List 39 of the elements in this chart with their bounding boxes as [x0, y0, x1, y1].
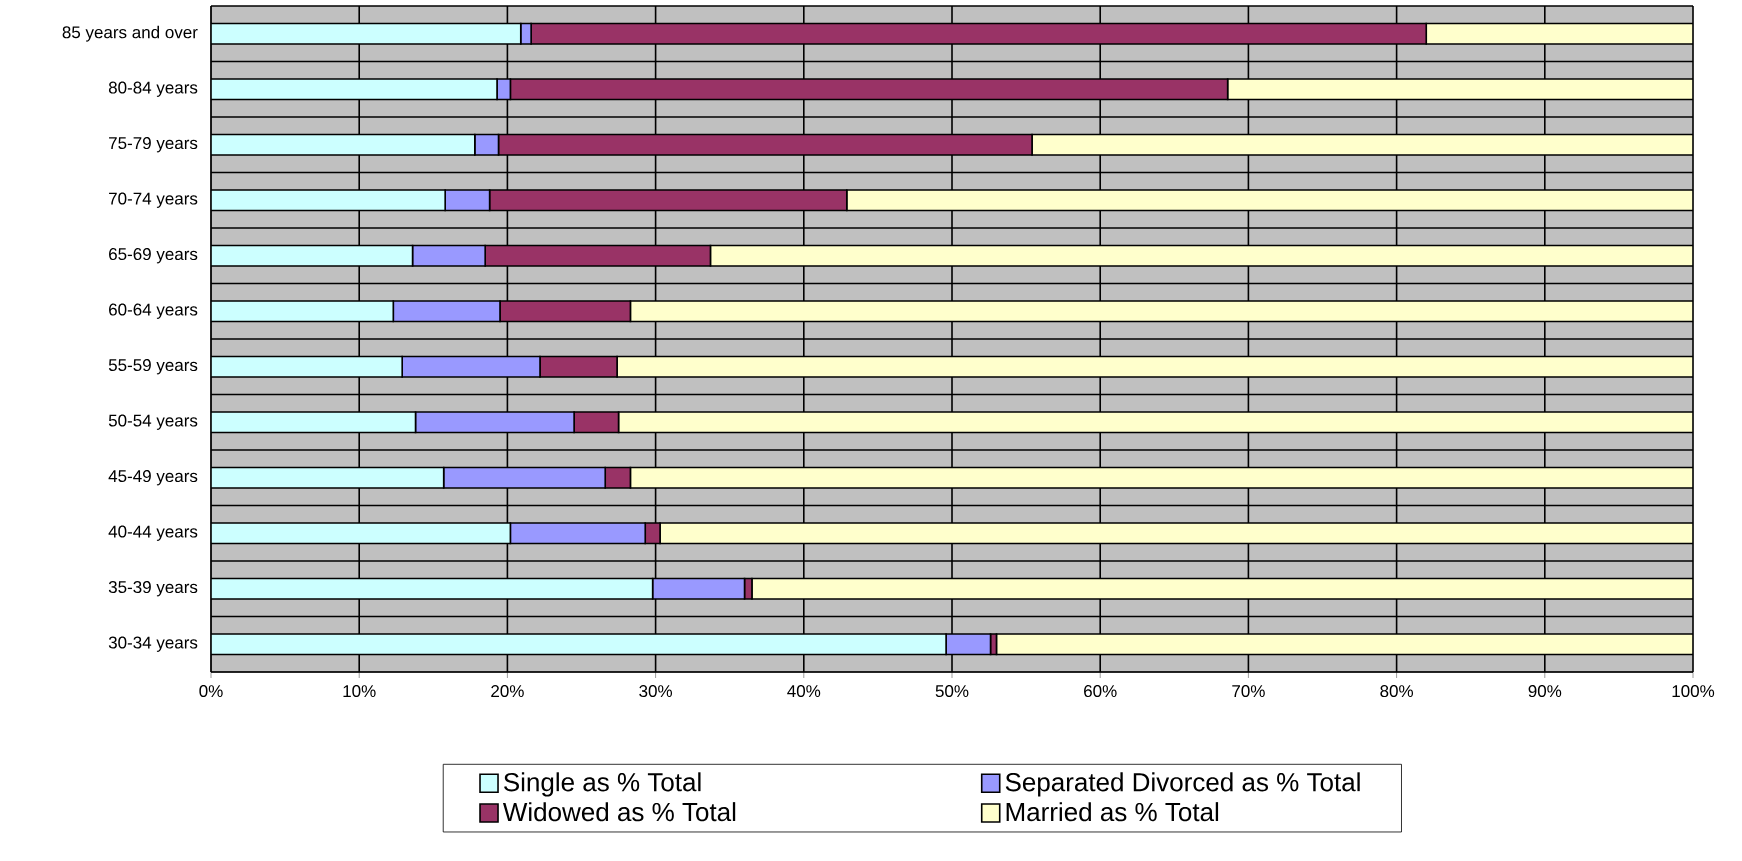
- y-tick-label: 30-34 years: [108, 636, 198, 652]
- bar: [995, 633, 1693, 656]
- y-tick-label: 50-54 years: [108, 414, 198, 430]
- legend-label: Married as % Total: [1006, 802, 1219, 822]
- x-tick-label: 0%: [199, 685, 223, 698]
- x-tick-label: 30%: [639, 685, 673, 698]
- y-tick-label: 80-84 years: [108, 81, 198, 97]
- legend-label: Widowed as % Total: [502, 802, 736, 822]
- x-tick-label: 10%: [343, 685, 376, 698]
- y-tick-label: 55-59 years: [108, 359, 198, 375]
- y-tick-label: 35-39 years: [108, 581, 198, 597]
- legend-label: Separated Divorced as % Total: [1005, 772, 1360, 797]
- y-tick-label: 85 years and over: [62, 25, 198, 42]
- bar: [617, 411, 1693, 434]
- x-tick-label: 20%: [491, 685, 524, 698]
- y-tick-label: 45-49 years: [108, 470, 198, 486]
- bar: [1226, 78, 1693, 101]
- bar: [616, 355, 1693, 378]
- bar: [709, 244, 1693, 267]
- bar: [629, 466, 1693, 489]
- x-tick-label: 40%: [787, 685, 821, 698]
- y-tick-label: 75-79 years: [109, 137, 198, 153]
- bar: [1425, 22, 1693, 45]
- y-tick-label: 40-44 years: [108, 525, 198, 541]
- x-tick-label: 50%: [935, 685, 969, 698]
- bar: [629, 300, 1693, 323]
- y-tick-label: 70-74 years: [109, 192, 198, 208]
- x-tick-label: 80%: [1380, 685, 1414, 698]
- y-tick-label: 60-64 years: [109, 303, 198, 319]
- x-tick-label: 70%: [1232, 685, 1265, 698]
- legend-label: Single as % Total: [504, 772, 701, 797]
- x-tick-label: 60%: [1084, 685, 1117, 698]
- x-tick-label: 90%: [1528, 685, 1562, 698]
- bar: [659, 522, 1693, 545]
- bar: [1031, 133, 1693, 156]
- x-tick-label: 100%: [1672, 685, 1715, 698]
- bar: [751, 577, 1693, 600]
- bar: [845, 189, 1693, 212]
- y-tick-label: 65-69 years: [109, 248, 198, 264]
